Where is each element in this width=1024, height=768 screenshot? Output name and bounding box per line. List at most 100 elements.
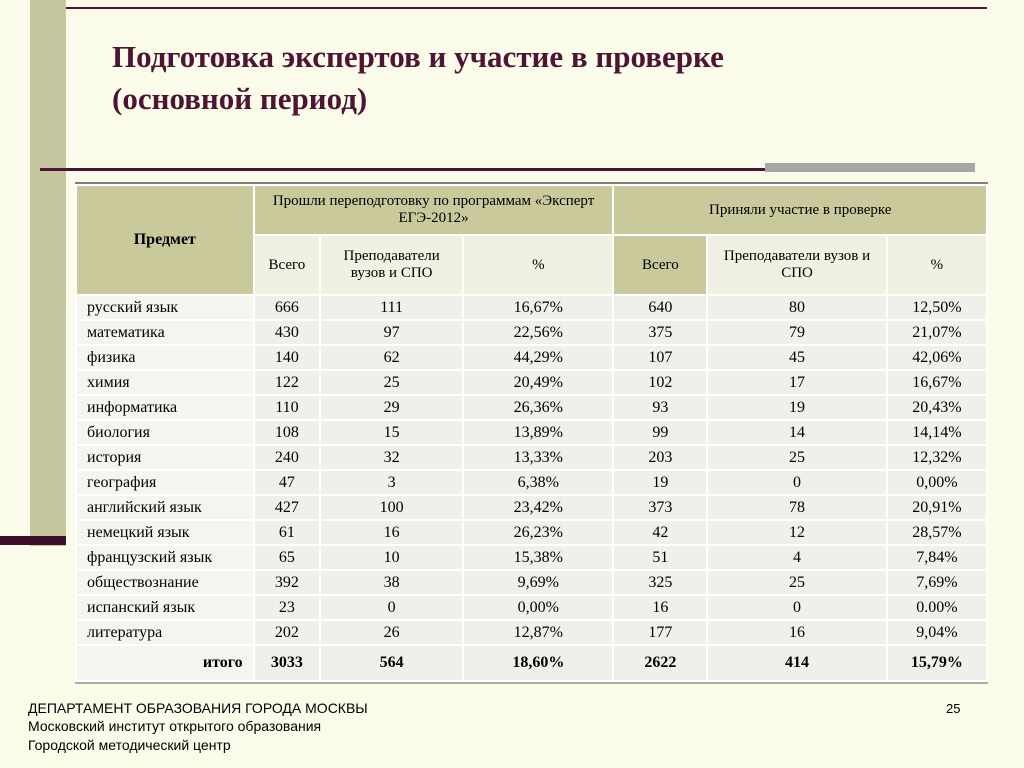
value-cell: 26,36% (462, 394, 615, 421)
table-body: русский язык 666 111 16,67% 640 80 12,50% матем… (75, 294, 989, 646)
total-value-cell: 15,79% (885, 644, 989, 682)
table-row: физика 140 62 44,29% 107 45 42,06% (75, 344, 989, 371)
value-cell: 14,14% (885, 419, 989, 446)
value-cell: 42 (612, 519, 709, 546)
subject-cell: французский язык (75, 544, 255, 571)
value-cell: 12,87% (462, 619, 615, 646)
value-cell: 26,23% (462, 519, 615, 546)
total-row: итого 3033 564 18,60% 2622 414 15,79% (75, 644, 989, 682)
value-cell: 19 (706, 394, 888, 421)
value-cell: 16 (319, 519, 465, 546)
value-cell: 15,38% (462, 544, 615, 571)
value-cell: 427 (252, 494, 322, 521)
value-cell: 23,42% (462, 494, 615, 521)
table-row: биология 108 15 13,89% 99 14 14,14% (75, 419, 989, 446)
total-value-cell: 3033 (252, 644, 322, 682)
col-subheader-percent-1: % (462, 234, 615, 296)
subject-cell: история (75, 444, 255, 471)
value-cell: 7,84% (885, 544, 989, 571)
experts-table: Предмет Прошли переподготовку по програм… (75, 184, 989, 682)
value-cell: 9,69% (462, 569, 615, 596)
value-cell: 79 (706, 319, 888, 346)
value-cell: 111 (319, 294, 465, 321)
value-cell: 20,43% (885, 394, 989, 421)
total-value-cell: 414 (706, 644, 888, 682)
value-cell: 25 (706, 444, 888, 471)
value-cell: 23 (252, 594, 322, 621)
subject-cell: химия (75, 369, 255, 396)
value-cell: 110 (252, 394, 322, 421)
col-header-group-retraining: Прошли переподготовку по программам «Экс… (252, 184, 615, 236)
left-accent-band (30, 0, 66, 546)
value-cell: 19 (612, 469, 709, 496)
subject-cell: обществознание (75, 569, 255, 596)
value-cell: 392 (252, 569, 322, 596)
value-cell: 0.00% (885, 594, 989, 621)
top-accent-rule (55, 7, 987, 9)
value-cell: 10 (319, 544, 465, 571)
value-cell: 108 (252, 419, 322, 446)
value-cell: 20,91% (885, 494, 989, 521)
left-accent-bar (0, 536, 66, 545)
table-row: английский язык 427 100 23,42% 373 78 20,91% (75, 494, 989, 521)
footer-line-department: ДЕПАРТАМЕНТ ОБРАЗОВАНИЯ ГОРОДА МОСКВЫ (28, 700, 368, 716)
value-cell: 38 (319, 569, 465, 596)
value-cell: 102 (612, 369, 709, 396)
title-underline-gray-segment (765, 163, 975, 172)
table-row: информатика 110 29 26,36% 93 19 20,43% (75, 394, 989, 421)
subject-cell: биология (75, 419, 255, 446)
value-cell: 16 (706, 619, 888, 646)
title-underline-rule (40, 163, 975, 172)
total-value-cell: 18,60% (462, 644, 615, 682)
value-cell: 122 (252, 369, 322, 396)
table-header-row-sub: Всего Преподаватели вузов и СПО % Всего … (76, 234, 989, 296)
value-cell: 666 (252, 294, 322, 321)
value-cell: 16,67% (885, 369, 989, 396)
col-header-subject: Предмет (75, 184, 255, 296)
table-row: химия 122 25 20,49% 102 17 16,67% (75, 369, 989, 396)
value-cell: 3 (319, 469, 465, 496)
value-cell: 375 (612, 319, 709, 346)
value-cell: 0 (706, 469, 888, 496)
value-cell: 0,00% (885, 469, 989, 496)
table-row: математика 430 97 22,56% 375 79 21,07% (75, 319, 989, 346)
value-cell: 29 (319, 394, 465, 421)
value-cell: 0 (319, 594, 465, 621)
col-header-group-participation: Приняли участие в проверке (612, 184, 988, 236)
value-cell: 99 (612, 419, 709, 446)
value-cell: 16 (612, 594, 709, 621)
value-cell: 15 (319, 419, 465, 446)
value-cell: 12 (706, 519, 888, 546)
value-cell: 78 (706, 494, 888, 521)
page-number: 25 (946, 701, 961, 716)
subject-cell: русский язык (75, 294, 255, 321)
table-row: французский язык 65 10 15,38% 51 4 7,84% (75, 544, 989, 571)
value-cell: 12,32% (885, 444, 989, 471)
value-cell: 325 (612, 569, 709, 596)
value-cell: 25 (706, 569, 888, 596)
value-cell: 47 (252, 469, 322, 496)
col-subheader-teachers-1: Преподаватели вузов и СПО (319, 234, 465, 296)
data-table: Предмет Прошли переподготовку по програм… (75, 182, 989, 684)
value-cell: 93 (612, 394, 709, 421)
value-cell: 44,29% (462, 344, 615, 371)
value-cell: 12,50% (885, 294, 989, 321)
value-cell: 25 (319, 369, 465, 396)
table-header-row-groups: Предмет Прошли переподготовку по програм… (75, 184, 988, 296)
subject-cell: испанский язык (75, 594, 255, 621)
value-cell: 28,57% (885, 519, 989, 546)
total-value-cell: 564 (319, 644, 465, 682)
value-cell: 240 (252, 444, 322, 471)
subject-cell: физика (75, 344, 255, 371)
value-cell: 16,67% (462, 294, 615, 321)
subject-cell: английский язык (75, 494, 255, 521)
subject-cell: география (75, 469, 255, 496)
col-subheader-teachers-2: Преподаватели вузов и СПО (706, 234, 888, 296)
total-label: итого (75, 644, 255, 682)
value-cell: 97 (319, 319, 465, 346)
value-cell: 640 (612, 294, 709, 321)
subject-cell: математика (75, 319, 255, 346)
value-cell: 14 (706, 419, 888, 446)
value-cell: 9,04% (885, 619, 989, 646)
